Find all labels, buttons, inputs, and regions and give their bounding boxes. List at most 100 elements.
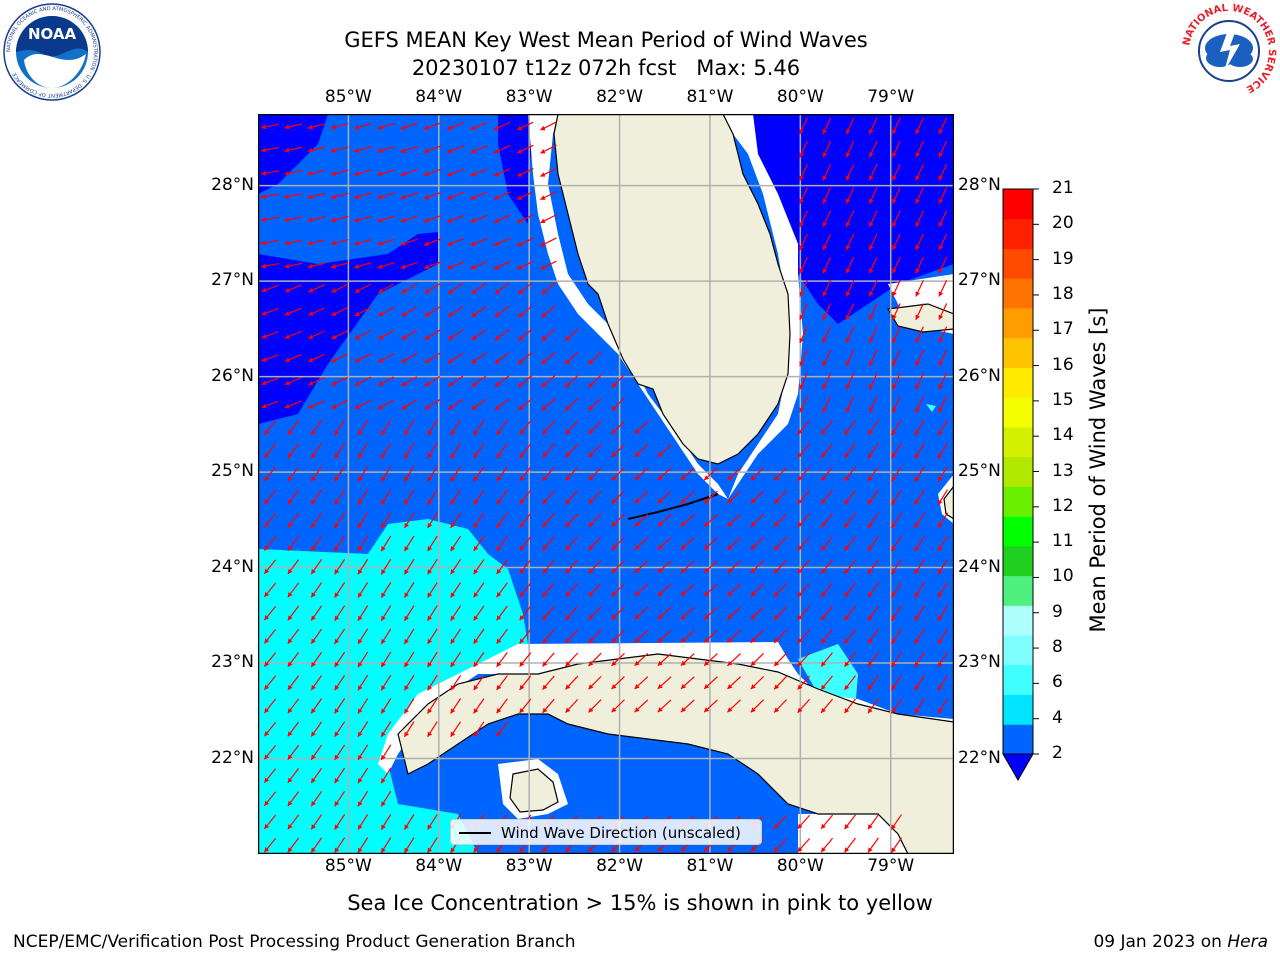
- vector-arrowhead: [519, 661, 525, 667]
- vector-arrowhead: [354, 124, 360, 130]
- vector-arrowhead: [797, 522, 803, 528]
- colorbar-segment: [1003, 337, 1033, 368]
- vector-arrowhead: [891, 824, 896, 830]
- vector-arrowhead: [519, 568, 525, 574]
- vector-arrowhead: [680, 614, 686, 620]
- vector-arrowhead: [496, 638, 502, 644]
- vector-arrowhead: [427, 499, 433, 505]
- vector-arrowhead: [891, 522, 896, 528]
- vector-arrowhead: [844, 429, 850, 435]
- vector-arrowhead: [542, 498, 548, 505]
- vector-arrowhead: [797, 498, 803, 504]
- vector-arrowhead: [845, 129, 851, 135]
- vector-arrowhead: [381, 476, 386, 482]
- vector-arrowhead: [844, 824, 850, 830]
- vector-arrowhead: [519, 475, 525, 482]
- vector-arrowhead: [334, 476, 340, 482]
- vector-arrowhead: [471, 289, 477, 294]
- colorbar-tick-label: 11: [1052, 531, 1074, 552]
- vector-arrowhead: [727, 568, 733, 573]
- vector-arrowhead: [450, 615, 456, 621]
- vector-arrowhead: [448, 288, 454, 294]
- vector-arrowhead: [519, 522, 525, 528]
- vector-arrowhead: [540, 148, 546, 154]
- vector-arrowhead: [311, 824, 316, 830]
- lon-tick-bottom: 82°W: [596, 856, 644, 876]
- colorbar-tick-label: 6: [1052, 672, 1063, 693]
- vector-arrowhead: [494, 405, 500, 410]
- vector-arrowhead: [287, 731, 293, 737]
- vector-arrowhead: [938, 245, 944, 251]
- vector-arrowhead: [797, 452, 803, 458]
- lon-tick-bottom: 81°W: [686, 856, 734, 876]
- vector-arrowhead: [657, 637, 663, 643]
- vector-arrowhead: [542, 568, 548, 574]
- vector-arrowhead: [822, 361, 828, 367]
- lon-tick-top: 80°W: [776, 87, 824, 107]
- vector-arrowhead: [821, 499, 826, 505]
- vector-arrowhead: [400, 194, 406, 200]
- vector-arrowhead: [496, 661, 502, 667]
- vector-arrowhead: [565, 452, 571, 458]
- wind-wave-vectors: [261, 117, 949, 854]
- vector-arrowhead: [845, 175, 851, 181]
- vector-arrowhead: [938, 175, 944, 181]
- vector-arrowhead: [311, 522, 316, 528]
- vector-arrowhead: [381, 569, 386, 575]
- vector-arrowhead: [565, 429, 571, 435]
- vector-arrowhead: [821, 545, 826, 551]
- colorbar-segment: [1003, 367, 1033, 398]
- vector-arrowhead: [938, 198, 944, 204]
- vector-arrowhead: [334, 685, 340, 691]
- vector-arrowhead: [473, 847, 479, 853]
- vector-arrowhead: [867, 847, 873, 853]
- vector-arrowhead: [845, 407, 851, 413]
- vector-arrowhead: [470, 171, 476, 177]
- vector-arrowhead: [308, 311, 314, 316]
- vector-arrowhead: [867, 522, 873, 528]
- colorbar-segment: [1003, 456, 1033, 487]
- vector-arrowhead: [799, 384, 804, 390]
- vector-arrowhead: [680, 591, 686, 597]
- vector-arrowhead: [494, 358, 500, 364]
- vector-arrowhead: [400, 217, 406, 223]
- vector-arrowhead: [937, 662, 943, 668]
- vector-arrowhead: [519, 545, 525, 551]
- vector-arrowhead: [611, 660, 617, 666]
- vector-arrowhead: [287, 847, 293, 853]
- vector-arrowhead: [404, 453, 409, 459]
- vector-arrowhead: [938, 384, 944, 390]
- vector-arrowhead: [542, 707, 548, 713]
- vector-arrowhead: [634, 637, 640, 643]
- vector-arrowhead: [822, 129, 828, 135]
- vector-arrowhead: [892, 291, 897, 297]
- chart-subtitle: 20230107 t12z 072h fcst Max: 5.46: [411, 56, 801, 80]
- vector-arrowhead: [354, 171, 360, 177]
- vector-arrowhead: [937, 476, 943, 482]
- vector-arrowhead: [287, 568, 293, 574]
- vector-arrowhead: [774, 823, 780, 829]
- vector-arrowhead: [334, 522, 340, 528]
- vector-arrowhead: [404, 731, 409, 737]
- vector-arrowhead: [799, 337, 804, 343]
- vector-arrowhead: [357, 801, 363, 807]
- vector-arrowhead: [519, 847, 525, 853]
- vector-arrowhead: [311, 685, 316, 691]
- vector-arrowhead: [261, 147, 267, 153]
- vector-arrowhead: [381, 754, 386, 761]
- vector-arrowhead: [377, 264, 383, 269]
- vector-arrowhead: [400, 171, 406, 177]
- vector-arrowhead: [519, 707, 525, 714]
- vector-arrowhead: [404, 638, 409, 645]
- vector-arrowhead: [891, 569, 896, 575]
- vector-arrowhead: [330, 217, 336, 223]
- vector-arrowhead: [496, 452, 502, 459]
- vector-arrowhead: [867, 638, 873, 644]
- vector-arrowhead: [311, 731, 316, 737]
- vector-arrowhead: [797, 707, 803, 713]
- lon-tick-bottom: 85°W: [324, 856, 372, 876]
- lon-tick-bottom: 80°W: [776, 856, 824, 876]
- vector-arrowhead: [470, 241, 476, 247]
- vector-arrowhead: [473, 569, 479, 575]
- vector-arrowhead: [494, 289, 500, 294]
